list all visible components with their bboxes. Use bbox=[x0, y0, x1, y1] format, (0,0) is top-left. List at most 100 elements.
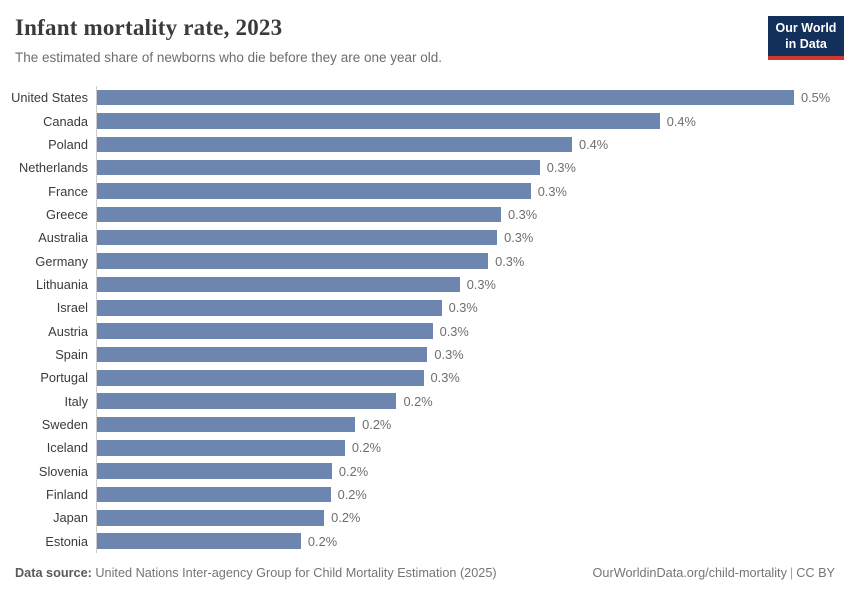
bar[interactable] bbox=[97, 136, 572, 153]
country-label: Iceland bbox=[46, 440, 88, 456]
bar[interactable] bbox=[97, 510, 325, 526]
bar-area: 0.3% bbox=[96, 202, 835, 227]
chart-row: Portugal 0.3% bbox=[0, 366, 835, 390]
bar[interactable] bbox=[97, 253, 489, 269]
bar-area: 0.2% bbox=[96, 389, 835, 413]
bar[interactable] bbox=[97, 463, 332, 479]
bar[interactable] bbox=[97, 229, 498, 246]
value-label: 0.2% bbox=[337, 487, 367, 503]
bar-area: 0.4% bbox=[96, 109, 835, 133]
bar[interactable] bbox=[97, 440, 345, 456]
bar[interactable] bbox=[97, 159, 540, 176]
bar[interactable] bbox=[97, 183, 531, 199]
bar-area: 0.3% bbox=[96, 249, 835, 273]
country-label: Canada bbox=[43, 113, 88, 129]
bar[interactable] bbox=[97, 323, 433, 339]
bar[interactable] bbox=[97, 486, 331, 503]
value-label: 0.2% bbox=[403, 393, 433, 409]
value-label: 0.4% bbox=[578, 136, 609, 152]
bar-area: 0.2% bbox=[96, 506, 835, 530]
bar-area: 0.3% bbox=[96, 272, 835, 297]
country-label: United States bbox=[11, 90, 88, 106]
chart-row: Netherlands 0.3% bbox=[0, 156, 835, 180]
chart-title: Infant mortality rate, 2023 bbox=[15, 15, 283, 40]
bar-area: 0.3% bbox=[96, 342, 835, 367]
bar[interactable] bbox=[97, 533, 301, 549]
owid-logo[interactable]: Our World in Data bbox=[768, 16, 844, 61]
footer-separator: | bbox=[789, 566, 794, 580]
chart-row: France 0.3% bbox=[0, 179, 835, 203]
footer-attribution: OurWorldinData.org/child-mortality | CC BY bbox=[593, 566, 835, 580]
chart-row: Canada 0.4% bbox=[0, 109, 835, 133]
chart-row: Israel 0.3% bbox=[0, 296, 835, 320]
country-label: Slovenia bbox=[38, 463, 88, 479]
chart-header: Infant mortality rate, 2023 The estimate… bbox=[15, 15, 750, 65]
country-label: Sweden bbox=[41, 416, 88, 432]
license-label: CC BY bbox=[796, 566, 835, 580]
bar-area: 0.3% bbox=[96, 296, 835, 320]
bar-area: 0.5% bbox=[96, 86, 835, 110]
bar-area: 0.2% bbox=[96, 482, 835, 507]
value-label: 0.3% bbox=[495, 253, 525, 269]
chart-row: Poland 0.4% bbox=[0, 132, 835, 157]
country-label: Australia bbox=[38, 230, 88, 246]
bar-area: 0.3% bbox=[96, 319, 835, 343]
bar[interactable] bbox=[97, 370, 424, 386]
value-label: 0.3% bbox=[504, 230, 534, 246]
chart-row: Finland 0.2% bbox=[0, 482, 835, 507]
value-label: 0.2% bbox=[338, 463, 369, 479]
country-label: Japan bbox=[53, 510, 88, 526]
chart-row: Slovenia 0.2% bbox=[0, 459, 835, 483]
country-label: Italy bbox=[64, 393, 88, 409]
chart-row: Italy 0.2% bbox=[0, 389, 835, 413]
data-source: Data source: United Nations Inter-agency… bbox=[15, 566, 497, 580]
chart-row: Spain 0.3% bbox=[0, 342, 835, 367]
country-label: Lithuania bbox=[36, 276, 88, 292]
country-label: Austria bbox=[48, 323, 88, 339]
country-label: Greece bbox=[46, 206, 88, 222]
value-label: 0.3% bbox=[537, 183, 567, 199]
bar[interactable] bbox=[97, 416, 356, 433]
owid-link[interactable]: OurWorldinData.org/child-mortality bbox=[592, 566, 787, 580]
owid-logo-line1: Our World bbox=[775, 21, 837, 35]
bar-area: 0.2% bbox=[96, 529, 835, 553]
country-label: France bbox=[48, 183, 88, 199]
data-source-label: Data source: bbox=[15, 566, 92, 580]
chart-row: Germany 0.3% bbox=[0, 249, 835, 273]
value-label: 0.3% bbox=[439, 323, 469, 339]
bar-area: 0.2% bbox=[96, 436, 835, 460]
bar-area: 0.4% bbox=[96, 132, 835, 157]
chart-row: Lithuania 0.3% bbox=[0, 272, 835, 297]
bar[interactable] bbox=[97, 393, 397, 409]
chart-row: Estonia 0.2% bbox=[0, 529, 835, 553]
chart-row: United States 0.5% bbox=[0, 86, 835, 110]
bar[interactable] bbox=[97, 346, 428, 363]
country-label: Portugal bbox=[40, 370, 88, 386]
chart-row: Japan 0.2% bbox=[0, 506, 835, 530]
bar-area: 0.3% bbox=[96, 366, 835, 390]
chart-subtitle: The estimated share of newborns who die … bbox=[15, 50, 443, 65]
bar[interactable] bbox=[97, 113, 660, 129]
value-label: 0.2% bbox=[307, 533, 338, 549]
value-label: 0.3% bbox=[508, 206, 538, 222]
bar[interactable] bbox=[97, 206, 501, 223]
bar-area: 0.2% bbox=[96, 459, 835, 483]
value-label: 0.3% bbox=[546, 160, 576, 176]
data-source-text: United Nations Inter-agency Group for Ch… bbox=[95, 566, 497, 580]
bar-area: 0.2% bbox=[96, 412, 835, 437]
country-label: Germany bbox=[35, 253, 88, 269]
chart-row: Sweden 0.2% bbox=[0, 412, 835, 437]
bar[interactable] bbox=[97, 300, 442, 316]
bar-area: 0.3% bbox=[96, 156, 835, 180]
value-label: 0.3% bbox=[434, 346, 464, 362]
country-label: Spain bbox=[55, 346, 88, 362]
bar[interactable] bbox=[97, 276, 460, 293]
bar[interactable] bbox=[97, 89, 794, 106]
bar-area: 0.3% bbox=[96, 226, 835, 250]
value-label: 0.3% bbox=[448, 300, 478, 316]
value-label: 0.2% bbox=[351, 440, 381, 456]
chart-row: Austria 0.3% bbox=[0, 319, 835, 343]
country-label: Israel bbox=[56, 300, 88, 316]
country-label: Estonia bbox=[45, 533, 88, 549]
